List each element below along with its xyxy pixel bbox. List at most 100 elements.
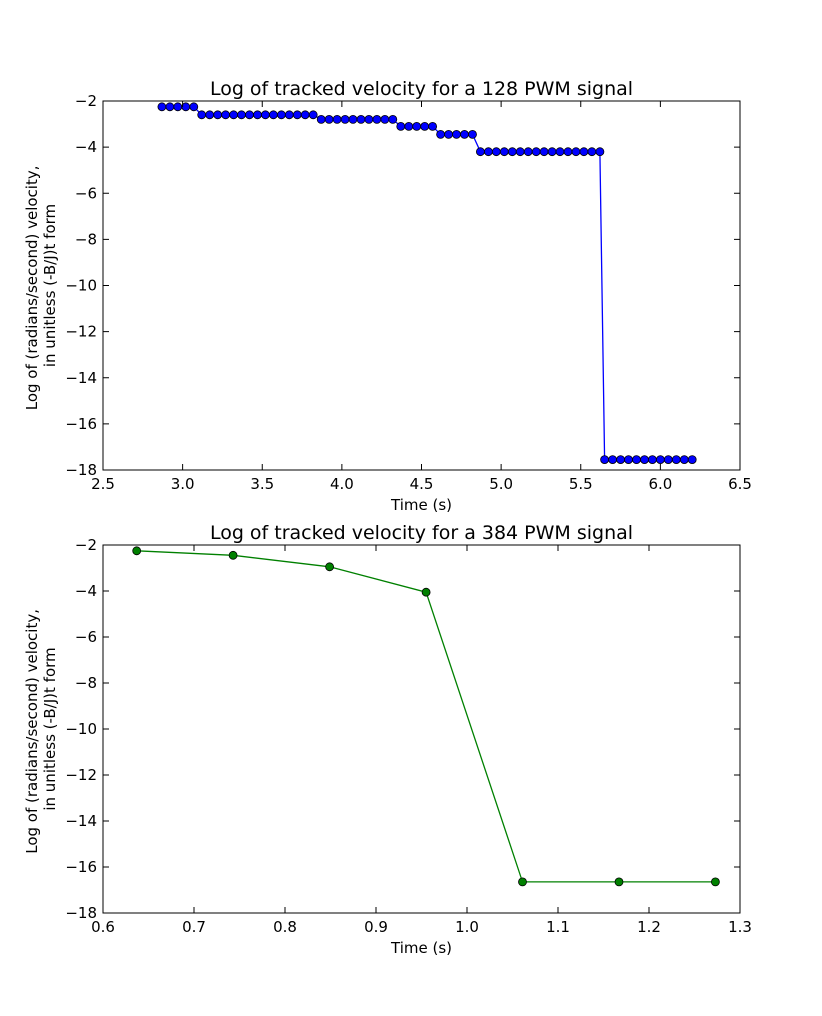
data-point	[444, 129, 454, 139]
velocity-384-pwm-chart: Log of tracked velocity for a 384 PWM si…	[23, 522, 752, 957]
data-point	[518, 877, 527, 887]
y-tick-label: −16	[65, 415, 97, 433]
data-point	[579, 147, 589, 157]
data-point	[332, 115, 342, 124]
data-point	[507, 147, 517, 157]
data-point	[421, 587, 431, 597]
x-tick-label: 3.0	[171, 475, 195, 493]
data-point	[237, 110, 246, 120]
data-point	[600, 455, 609, 465]
y-axis-label-line-2: in unitless (-B/J)t form	[41, 647, 59, 810]
data-point	[648, 455, 657, 465]
data-point	[663, 455, 673, 465]
x-tick-label: 1.2	[637, 918, 661, 936]
data-point	[245, 110, 254, 120]
data-point	[356, 115, 366, 124]
data-point	[563, 147, 573, 157]
data-point	[436, 129, 446, 139]
data-point	[396, 122, 406, 131]
x-tick-label: 1.0	[455, 918, 479, 936]
data-point	[284, 110, 294, 120]
data-point	[388, 115, 398, 124]
velocity-128-pwm-chart: Log of tracked velocity for a 128 PWM si…	[23, 78, 752, 514]
x-tick-label: 4.5	[410, 475, 434, 493]
x-tick-label: 0.8	[273, 918, 297, 936]
data-point	[253, 110, 262, 120]
data-point	[460, 129, 469, 139]
y-tick-label: −8	[75, 230, 97, 248]
data-point	[221, 110, 231, 120]
data-point	[132, 546, 142, 556]
data-point	[420, 122, 430, 131]
series-line	[161, 106, 693, 461]
data-point	[624, 455, 633, 465]
data-point	[608, 455, 617, 465]
y-tick-label: −6	[75, 184, 97, 202]
data-point	[308, 110, 318, 120]
data-point	[205, 110, 215, 120]
x-tick-label: 4.0	[330, 475, 354, 493]
data-point	[547, 147, 557, 157]
chart-title: Log of tracked velocity for a 128 PWM si…	[210, 78, 633, 100]
data-point	[515, 147, 525, 157]
chart-title: Log of tracked velocity for a 384 PWM si…	[210, 522, 633, 544]
data-point	[711, 877, 720, 887]
data-point	[571, 147, 581, 157]
data-point	[428, 122, 438, 131]
data-point	[380, 115, 390, 124]
x-tick-label: 0.6	[91, 918, 115, 936]
data-point	[452, 129, 461, 139]
y-tick-label: −12	[65, 766, 97, 784]
data-point	[364, 115, 374, 124]
series-line	[136, 550, 716, 883]
data-point	[531, 147, 541, 157]
data-point	[475, 147, 485, 157]
data-point	[165, 102, 175, 112]
data-point	[324, 115, 334, 124]
data-point	[292, 110, 302, 120]
x-axis-label: Time (s)	[390, 939, 452, 957]
y-tick-label: −4	[75, 582, 97, 600]
data-point	[595, 147, 605, 157]
data-point	[491, 147, 501, 157]
y-tick-label: −16	[65, 858, 97, 876]
data-point	[614, 877, 624, 887]
x-tick-label: 0.7	[182, 918, 206, 936]
data-point	[587, 147, 597, 157]
y-tick-label: −6	[75, 628, 97, 646]
y-tick-label: −8	[75, 674, 97, 692]
x-tick-label: 2.5	[91, 475, 115, 493]
x-axis-label: Time (s)	[390, 496, 452, 514]
y-tick-label: −18	[65, 904, 97, 922]
y-tick-label: −2	[75, 536, 97, 554]
y-axis-label-line-1: Log of (radians/second) velocity,	[23, 166, 41, 411]
data-point	[340, 115, 350, 124]
data-point	[679, 455, 689, 465]
data-point	[616, 455, 625, 465]
data-point	[539, 147, 549, 157]
data-point	[404, 122, 414, 131]
data-point	[632, 455, 641, 465]
data-point	[157, 102, 167, 112]
y-tick-label: −2	[75, 92, 97, 110]
data-point	[483, 147, 493, 157]
y-tick-label: −10	[65, 277, 97, 295]
y-axis-label: Log of (radians/second) velocity, in uni…	[23, 161, 59, 411]
x-tick-label: 0.9	[364, 918, 388, 936]
y-tick-label: −14	[65, 369, 97, 387]
y-axis-label-line-1: Log of (radians/second) velocity,	[23, 609, 41, 854]
y-tick-label: −14	[65, 812, 97, 830]
data-point	[300, 110, 310, 120]
data-point	[348, 115, 358, 124]
data-point	[260, 110, 270, 120]
data-point	[268, 110, 278, 120]
data-point	[197, 110, 207, 120]
data-point	[687, 455, 697, 465]
x-tick-label: 3.5	[250, 475, 274, 493]
x-tick-label: 5.5	[569, 475, 593, 493]
plot-frame	[102, 544, 741, 914]
data-point	[189, 102, 199, 112]
data-point	[213, 110, 223, 120]
y-axis-label-line-2: in unitless (-B/J)t form	[41, 204, 59, 367]
data-point	[671, 455, 681, 465]
